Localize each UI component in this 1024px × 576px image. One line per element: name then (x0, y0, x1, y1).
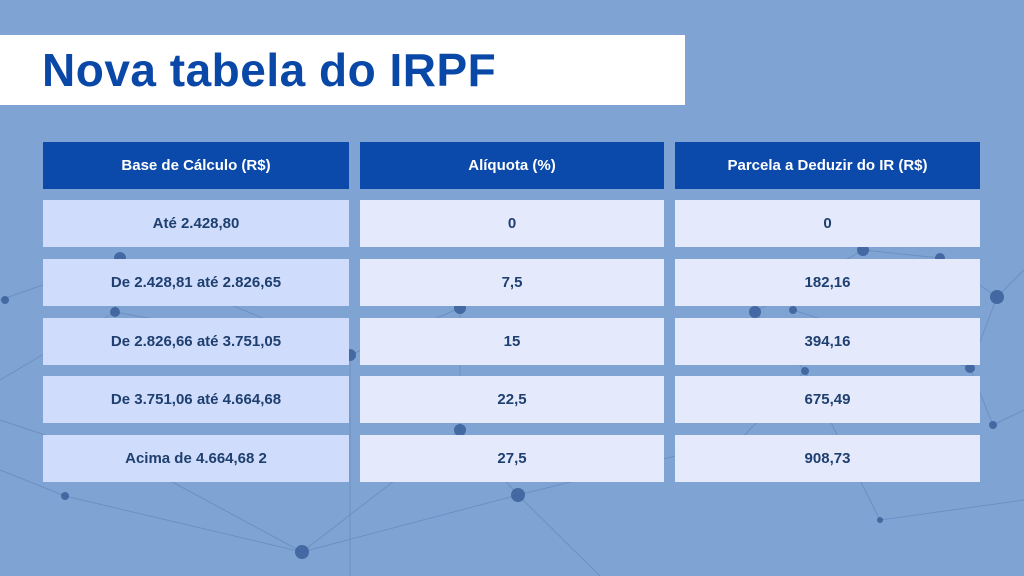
table-cell-parcela: 182,16 (675, 259, 980, 306)
table-cell-aliquota: 0 (360, 200, 664, 247)
table-cell-aliquota: 22,5 (360, 376, 664, 423)
table-cell-base: Até 2.428,80 (43, 200, 349, 247)
table-cell-base: De 2.826,66 até 3.751,05 (43, 318, 349, 365)
table-cell-parcela: 394,16 (675, 318, 980, 365)
table-cell-base: Acima de 4.664,68 2 (43, 435, 349, 482)
title-banner: Nova tabela do IRPF (0, 35, 685, 105)
header-parcela-deduzir: Parcela a Deduzir do IR (R$) (675, 142, 980, 189)
page-title: Nova tabela do IRPF (42, 44, 497, 96)
header-aliquota: Alíquota (%) (360, 142, 664, 189)
table-cell-base: De 3.751,06 até 4.664,68 (43, 376, 349, 423)
table-cell-aliquota: 27,5 (360, 435, 664, 482)
table-cell-parcela: 675,49 (675, 376, 980, 423)
header-base-calculo: Base de Cálculo (R$) (43, 142, 349, 189)
table-cell-aliquota: 15 (360, 318, 664, 365)
table-cell-base: De 2.428,81 até 2.826,65 (43, 259, 349, 306)
table-cell-parcela: 0 (675, 200, 980, 247)
table-cell-aliquota: 7,5 (360, 259, 664, 306)
table-cell-parcela: 908,73 (675, 435, 980, 482)
